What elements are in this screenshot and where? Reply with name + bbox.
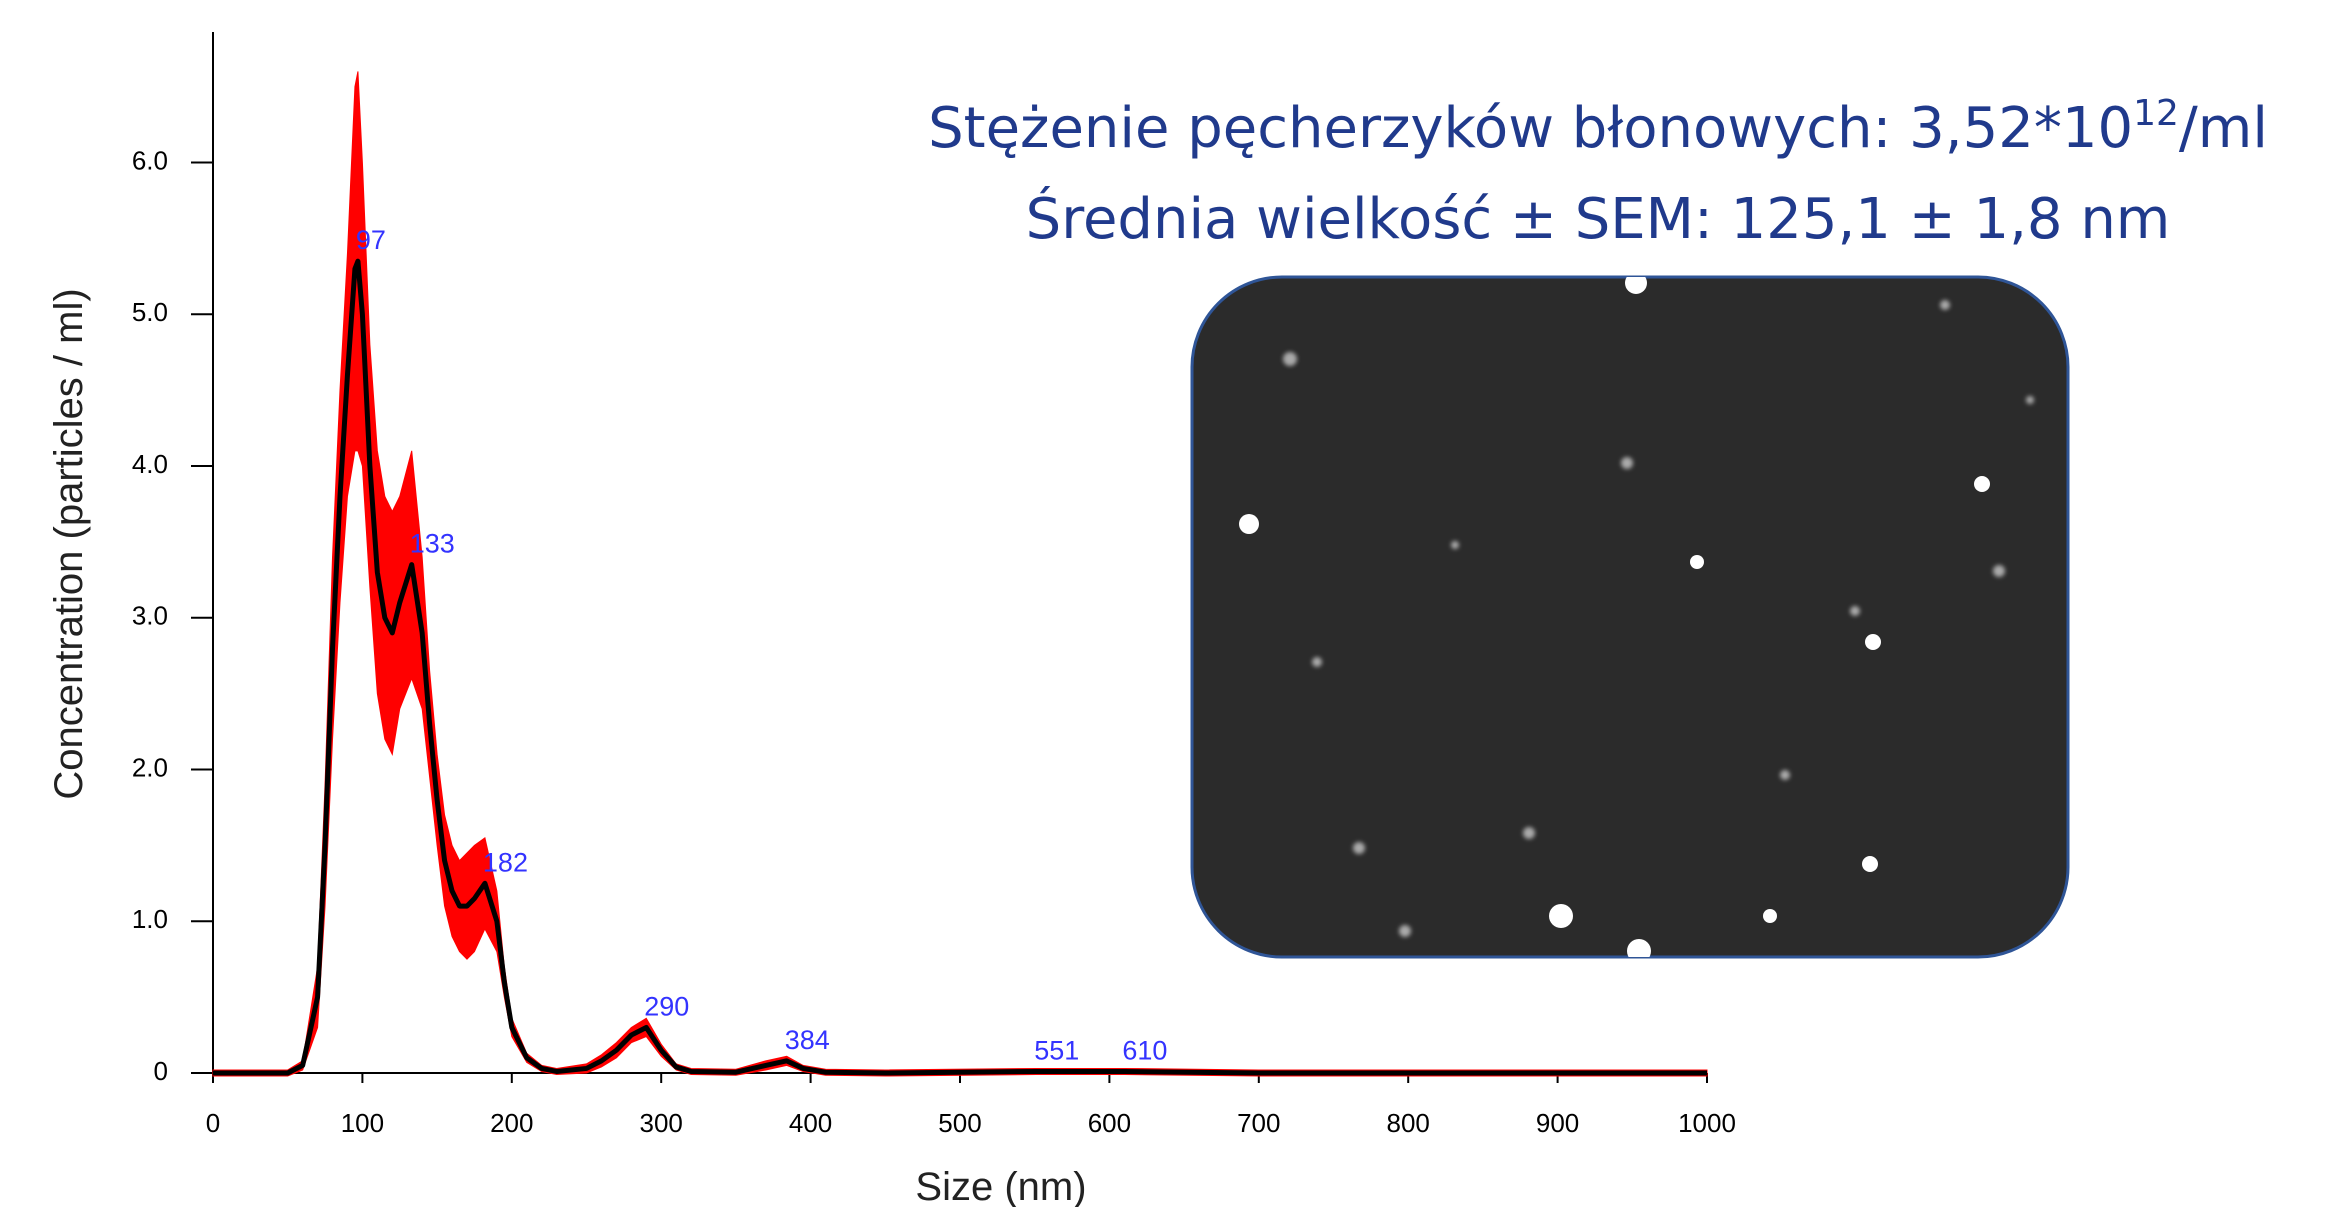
y-tick-label: 4.0 <box>132 449 168 479</box>
x-tick-label: 200 <box>490 1108 533 1138</box>
microscope-image <box>1192 272 2068 963</box>
x-axis-title: Size (nm) <box>915 1165 1086 1207</box>
peak-label: 290 <box>644 991 689 1021</box>
x-tick-label: 700 <box>1237 1108 1280 1138</box>
annotation: Stężenie pęcherzyków błonowych: 3,52*101… <box>928 93 2268 252</box>
particle <box>1862 856 1878 872</box>
image-frame <box>1192 277 2068 957</box>
particle <box>1549 904 1573 928</box>
y-tick-label: 2.0 <box>132 752 168 782</box>
x-tick-label: 100 <box>341 1108 384 1138</box>
concentration-label: Stężenie pęcherzyków błonowych: 3,52*10 <box>928 96 2133 161</box>
particle <box>1780 770 1790 780</box>
x-tick-label: 600 <box>1088 1108 1131 1138</box>
x-tick-label: 900 <box>1536 1108 1579 1138</box>
x-tick-label: 400 <box>789 1108 832 1138</box>
concentration-text: Stężenie pęcherzyków błonowych: 3,52*101… <box>928 93 2268 161</box>
particle <box>1239 514 1259 534</box>
particle <box>1763 909 1777 923</box>
mean-size-text: Średnia wielkość ± SEM: 125,1 ± 1,8 nm <box>1026 187 2171 252</box>
peak-label: 384 <box>785 1025 830 1055</box>
particle <box>1312 657 1322 667</box>
particle <box>1283 352 1297 366</box>
x-tick-label: 500 <box>938 1108 981 1138</box>
particle <box>1690 555 1704 569</box>
particle <box>1993 565 2005 577</box>
particle <box>1399 925 1411 937</box>
y-tick-label: 6.0 <box>132 145 168 175</box>
peak-label: 133 <box>410 529 455 559</box>
chart: 0 1.0 2.0 3.0 4.0 5.0 6.0 0 100 200 300 400 500 600 70… <box>0 0 2336 1207</box>
particle <box>1625 272 1647 294</box>
x-tick-label: 800 <box>1387 1108 1430 1138</box>
y-tick-label: 5.0 <box>132 297 168 327</box>
peak-label: 97 <box>356 225 386 255</box>
x-tick-label: 0 <box>206 1108 220 1138</box>
particle <box>1865 634 1881 650</box>
peak-label: 610 <box>1122 1035 1167 1065</box>
particle <box>1621 457 1633 469</box>
x-tick-label: 300 <box>640 1108 683 1138</box>
unit: /ml <box>2179 96 2268 161</box>
particle <box>1940 300 1950 310</box>
particle <box>1974 476 1990 492</box>
peak-label: 551 <box>1034 1035 1079 1065</box>
particle <box>1353 842 1365 854</box>
particle <box>1627 939 1651 963</box>
x-tick-label: 1000 <box>1678 1108 1736 1138</box>
particle <box>2026 396 2034 404</box>
peak-label: 182 <box>483 847 528 877</box>
particle <box>1850 606 1860 616</box>
y-axis-title: Concentration (particles / ml) <box>47 288 91 799</box>
y-tick-label: 0 <box>154 1056 168 1086</box>
exponent: 12 <box>2133 93 2179 134</box>
y-tick-label: 3.0 <box>132 601 168 631</box>
particle <box>1451 541 1459 549</box>
particle <box>1523 827 1535 839</box>
y-tick-label: 1.0 <box>132 904 168 934</box>
